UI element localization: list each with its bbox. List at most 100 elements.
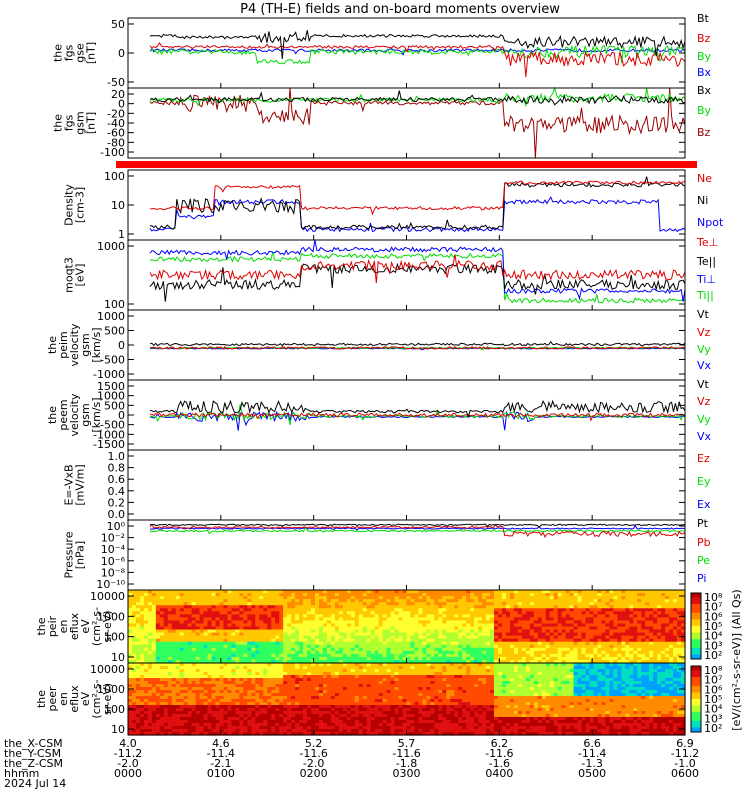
- spectrogram-cell: [318, 675, 324, 679]
- spectrogram-cell: [263, 644, 268, 649]
- spectrogram-cell: [613, 647, 618, 652]
- spectrogram-cell: [151, 605, 157, 609]
- spectrogram-cell: [386, 623, 392, 628]
- spectrogram-cell: [283, 644, 288, 649]
- ytick-label: 1000: [97, 310, 125, 323]
- spectrogram-cell: [613, 626, 618, 631]
- spectrogram-cell: [203, 717, 209, 721]
- spectrogram-cell: [167, 629, 173, 634]
- spectrogram-cell: [474, 611, 479, 615]
- spectrogram-cell: [231, 696, 237, 700]
- spectrogram-cell: [223, 608, 229, 612]
- spectrogram-cell: [569, 596, 575, 600]
- spectrogram-cell: [322, 629, 328, 634]
- spectrogram-cell: [482, 611, 487, 615]
- spectrogram-cell: [386, 635, 392, 640]
- spectrogram-cell: [350, 611, 356, 615]
- spectrogram-cell: [291, 611, 296, 615]
- spectrogram-cell: [334, 705, 340, 709]
- spectrogram-cell: [374, 635, 380, 640]
- spectrogram-cell: [303, 669, 308, 673]
- spectrogram-cell: [609, 629, 614, 634]
- spectrogram-cell: [593, 596, 599, 600]
- spectrogram-cell: [159, 653, 165, 658]
- spectrogram-cell: [179, 641, 185, 646]
- spectrogram-cell: [295, 611, 300, 615]
- spectrogram-cell: [191, 705, 197, 709]
- spectrogram-cell: [466, 590, 471, 594]
- spectrogram-cell: [581, 626, 587, 631]
- spectrogram-cell: [318, 629, 324, 634]
- spectrogram-cell: [410, 635, 416, 640]
- spectrogram-cell: [314, 672, 320, 676]
- spectrogram-cell: [382, 653, 388, 658]
- spectrogram-cell: [581, 638, 587, 643]
- spectrogram-cell: [307, 602, 312, 606]
- spectrogram-cell: [601, 620, 607, 625]
- spectrogram-cell: [505, 626, 511, 631]
- spectrogram-cell: [545, 602, 551, 606]
- spectrogram-cell: [673, 659, 678, 664]
- spectrogram-cell: [589, 593, 595, 597]
- spectrogram-cell: [243, 669, 248, 673]
- spectrogram-cell: [195, 681, 201, 685]
- spectrogram-cell: [589, 623, 595, 628]
- spectrogram-cell: [215, 687, 221, 691]
- spectrogram-cell: [163, 714, 169, 718]
- spectrogram-cell: [128, 605, 133, 609]
- spectrogram-cell: [505, 623, 511, 628]
- spectrogram-cell: [167, 602, 173, 606]
- spectrogram-cell: [585, 596, 591, 600]
- spectrogram-cell: [143, 596, 149, 600]
- spectrogram-cell: [422, 593, 427, 597]
- spectrogram-cell: [478, 599, 483, 603]
- spectrogram-cell: [434, 659, 439, 664]
- spectrogram-cell: [131, 605, 137, 609]
- spectrogram-cell: [243, 714, 248, 718]
- spectrogram-cell: [330, 620, 336, 625]
- spectrogram-cell: [386, 650, 392, 655]
- spectrogram-cell: [581, 635, 587, 640]
- spectrogram-cell: [322, 611, 328, 615]
- spectrogram-cell: [326, 699, 332, 703]
- spectrogram-cell: [131, 675, 137, 679]
- spectrogram-cell: [374, 629, 380, 634]
- spectrogram-cell: [239, 599, 244, 603]
- spectrogram-cell: [330, 675, 336, 679]
- spectrogram-cell: [673, 614, 678, 618]
- spectrogram-cell: [426, 596, 431, 600]
- panel-peir-spectrogram: 10000100010010thepeirenefluxeV(cm²-s-sr-…: [35, 589, 686, 664]
- spectrogram-cell: [207, 629, 213, 634]
- spectrogram-cell: [438, 632, 443, 637]
- spectrogram-cell: [358, 608, 364, 612]
- spectrogram-cell: [330, 690, 336, 694]
- spectrogram-cell: [251, 711, 256, 715]
- spectrogram-cell: [131, 672, 137, 676]
- spectrogram-cell: [128, 611, 133, 615]
- spectrogram-cell: [509, 614, 515, 618]
- spectrogram-cell: [307, 635, 312, 640]
- spectrogram-cell: [263, 717, 268, 721]
- spectrogram-cell: [645, 626, 650, 631]
- spectrogram-cell: [175, 611, 181, 615]
- spectrogram-cell: [247, 644, 252, 649]
- spectrogram-cell: [271, 626, 276, 631]
- spectrogram-cell: [410, 593, 416, 597]
- spectrogram-cell: [657, 590, 662, 594]
- spectrogram-cell: [605, 638, 611, 643]
- spectrogram-cell: [354, 659, 360, 664]
- spectrogram-cell: [203, 678, 209, 682]
- spectrogram-cell: [450, 596, 455, 600]
- spectrogram-cell: [151, 708, 157, 712]
- spectrogram-cell: [581, 602, 587, 606]
- spectrogram-cell: [143, 663, 149, 667]
- spectrogram-cell: [243, 590, 248, 594]
- spectrogram-cell: [283, 705, 288, 709]
- spectrogram-cell: [346, 653, 352, 658]
- spectrogram-cell: [267, 647, 272, 652]
- spectrogram-cell: [466, 593, 471, 597]
- spectrogram-cell: [203, 656, 209, 661]
- spectrogram-cell: [501, 590, 507, 594]
- spectrogram-cell: [426, 620, 431, 625]
- spectrogram-cell: [147, 623, 153, 628]
